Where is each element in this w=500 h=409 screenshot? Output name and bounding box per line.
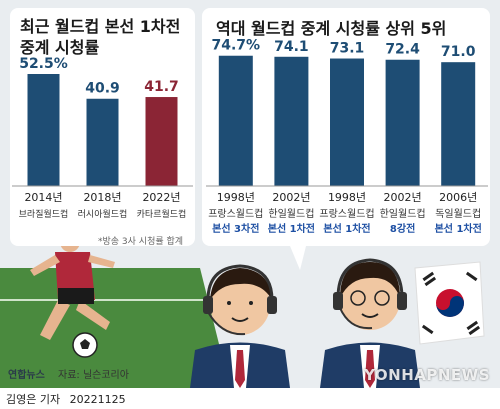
bar-value-label: 40.9: [85, 81, 120, 97]
stage-label: 본선 1차전: [435, 222, 482, 235]
category-sub-label: 카타르월드컵: [137, 208, 187, 220]
bar-value-label: 41.7: [144, 79, 179, 95]
bar: [27, 74, 60, 186]
bar: [330, 58, 364, 186]
x-tick-label: 2002년: [272, 191, 310, 204]
category-sub-label: 프랑스월드컵: [208, 207, 263, 220]
rating-note: *방송 3사 시청률 합계: [98, 237, 184, 247]
bar: [86, 98, 119, 186]
left-chart-title: 최근 월드컵 본선 1차전 중계 시청률: [20, 16, 190, 58]
left-title-line1: 최근 월드컵 본선 1차전: [20, 17, 181, 36]
category-sub-label: 브라질월드컵: [19, 208, 69, 220]
bar: [218, 55, 253, 187]
bar-value-label: 74.1: [274, 39, 309, 55]
bar-value-label: 73.1: [330, 41, 365, 57]
stage-label: 본선 1차전: [268, 222, 315, 235]
x-tick-label: 2006년: [439, 191, 477, 204]
bar-value-label: 74.7%: [212, 38, 261, 54]
bar: [274, 56, 309, 187]
yonhap-logo: 연합뉴스: [8, 370, 45, 381]
commentator-right-icon: [320, 258, 420, 388]
bar-value-label: 71.0: [441, 44, 476, 60]
category-sub-label: 프랑스월드컵: [319, 207, 374, 220]
bar-value-label: 72.4: [385, 42, 420, 58]
illustration: [0, 231, 485, 388]
category-sub-label: 러시아월드컵: [78, 208, 128, 220]
source-row: 연합뉴스 자료: 닐슨코리아: [8, 366, 129, 381]
korea-flag-icon: [414, 261, 485, 345]
publish-date: 20221125: [69, 393, 126, 406]
right-chart-title: 역대 월드컵 중계 시청률 상위 5위: [216, 19, 447, 38]
stage-label: 8강전: [390, 222, 415, 235]
x-tick-label: 2022년: [142, 191, 180, 204]
x-tick-label: 2002년: [384, 191, 422, 204]
stage-label: 본선 3차전: [212, 222, 259, 235]
stage-label: 본선 1차전: [323, 222, 370, 235]
x-tick-label: 2018년: [83, 191, 121, 204]
byline: 김영은 기자 20221125: [6, 391, 132, 407]
category-sub-label: 독일월드컵: [435, 207, 481, 220]
left-title-line2: 중계 시청률: [20, 38, 100, 57]
reporter-name: 김영은 기자: [6, 393, 61, 406]
commentator-left-icon: [190, 264, 290, 388]
bar: [145, 97, 178, 186]
soccer-field: [0, 268, 230, 388]
x-tick-label: 1998년: [328, 191, 366, 204]
watermark: YONHAPNEWS: [364, 366, 490, 384]
bar-value-label: 52.5%: [19, 56, 68, 72]
bar: [441, 62, 476, 187]
bar: [385, 59, 420, 186]
category-sub-label: 한일월드컵: [268, 207, 314, 220]
byline-bar: 김영은 기자 20221125: [0, 388, 500, 409]
bubble-pointer: [290, 246, 306, 270]
x-tick-label: 2014년: [24, 191, 62, 204]
source-text: 자료: 닐슨코리아: [58, 370, 129, 381]
soccer-ball-icon: [72, 332, 98, 358]
category-sub-label: 한일월드컵: [380, 207, 426, 220]
x-tick-label: 1998년: [217, 191, 255, 204]
